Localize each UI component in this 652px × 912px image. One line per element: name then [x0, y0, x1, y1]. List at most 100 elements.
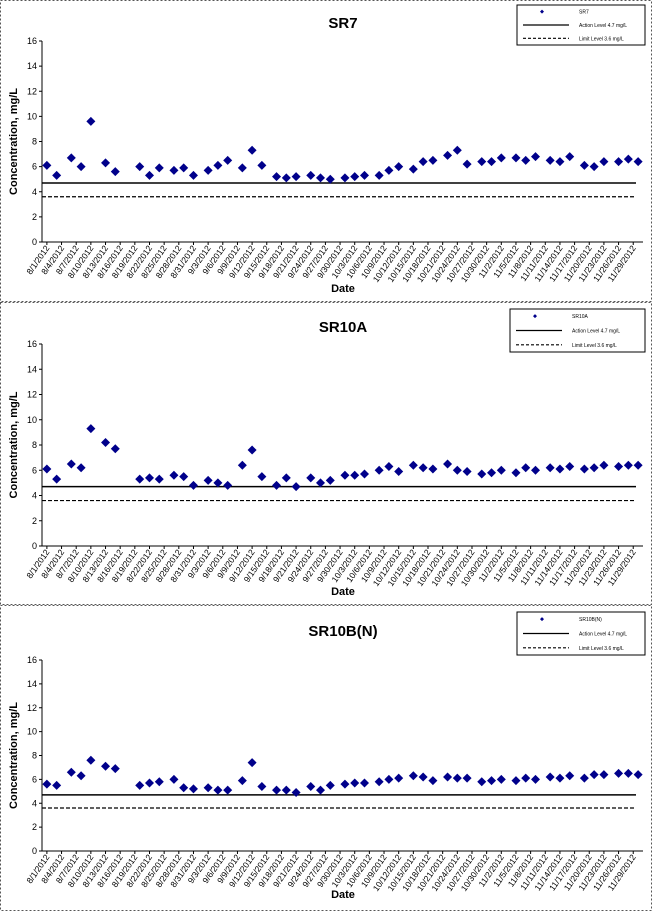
data-point	[135, 162, 145, 172]
y-tick-label: 12	[27, 86, 37, 96]
data-point	[101, 761, 111, 771]
data-point	[179, 163, 189, 173]
data-point	[66, 767, 76, 777]
legend-label: SR10B(N)	[579, 617, 602, 623]
data-point	[384, 165, 394, 175]
data-point	[52, 780, 62, 790]
data-point	[203, 165, 213, 175]
data-point	[614, 768, 624, 778]
data-point	[101, 158, 111, 168]
data-point	[340, 470, 350, 480]
data-point	[188, 784, 198, 794]
data-point	[487, 468, 497, 478]
y-tick-label: 10	[27, 415, 37, 425]
data-point	[257, 782, 267, 792]
data-point	[545, 772, 555, 782]
legend-label: SR7	[579, 10, 589, 16]
data-point	[350, 470, 360, 480]
data-point	[144, 170, 154, 180]
data-point	[443, 150, 453, 160]
y-tick-label: 8	[32, 440, 37, 450]
data-point	[477, 469, 487, 479]
panel-border	[0, 605, 652, 911]
y-tick-label: 10	[27, 111, 37, 121]
data-point	[531, 774, 541, 784]
y-tick-label: 4	[32, 187, 37, 197]
data-point	[633, 460, 643, 470]
y-tick-label: 4	[32, 491, 37, 501]
data-point	[257, 160, 267, 170]
data-point	[66, 459, 76, 469]
chart-title: SR10B(N)	[308, 623, 377, 640]
data-point	[374, 465, 384, 475]
data-point	[247, 758, 257, 768]
y-tick-label: 12	[27, 703, 37, 713]
y-tick-label: 10	[27, 727, 37, 737]
legend-label: Limit Level 3.6 mg/L	[572, 343, 617, 349]
x-axis-label: Date	[331, 889, 355, 901]
data-point	[154, 163, 164, 173]
data-point	[247, 145, 257, 155]
data-point	[154, 777, 164, 787]
y-tick-label: 4	[32, 798, 37, 808]
data-point	[521, 463, 531, 473]
data-point	[110, 764, 120, 774]
data-point	[247, 445, 257, 455]
data-point	[359, 469, 369, 479]
data-point	[555, 157, 565, 167]
data-point	[496, 153, 506, 163]
data-point	[599, 770, 609, 780]
data-point	[477, 157, 487, 167]
data-point	[633, 770, 643, 780]
data-point	[579, 773, 589, 783]
data-point	[52, 474, 62, 484]
data-point	[452, 145, 462, 155]
data-point	[443, 772, 453, 782]
data-point	[306, 473, 316, 483]
data-point	[179, 783, 189, 793]
data-point	[154, 474, 164, 484]
data-point	[306, 782, 316, 792]
data-point	[408, 460, 418, 470]
data-point	[545, 155, 555, 165]
data-point	[86, 755, 96, 765]
data-point	[623, 154, 633, 164]
data-point	[555, 464, 565, 474]
data-point	[462, 773, 472, 783]
data-point	[623, 460, 633, 470]
data-point	[325, 174, 335, 184]
data-point	[340, 779, 350, 789]
data-point	[394, 162, 404, 172]
data-point	[223, 155, 233, 165]
data-point	[272, 785, 282, 795]
data-point	[316, 478, 326, 488]
x-axis-label: Date	[331, 283, 355, 295]
data-point	[76, 463, 86, 473]
data-point	[257, 472, 267, 482]
data-point	[443, 459, 453, 469]
data-point	[76, 771, 86, 781]
data-point	[579, 464, 589, 474]
data-point	[281, 473, 291, 483]
data-point	[272, 172, 282, 182]
data-point	[316, 173, 326, 183]
data-point	[521, 155, 531, 165]
data-point	[623, 768, 633, 778]
data-point	[452, 465, 462, 475]
data-point	[188, 480, 198, 490]
data-point	[325, 780, 335, 790]
data-point	[223, 480, 233, 490]
y-axis-label: Concentration, mg/L	[8, 702, 20, 809]
y-tick-label: 0	[32, 846, 37, 856]
data-point	[589, 463, 599, 473]
data-point	[589, 770, 599, 780]
y-tick-label: 16	[27, 339, 37, 349]
y-tick-label: 14	[27, 364, 37, 374]
data-point	[614, 157, 624, 167]
y-tick-label: 8	[32, 137, 37, 147]
data-point	[291, 482, 301, 492]
data-point	[384, 774, 394, 784]
legend-label: Action Level 4.7 mg/L	[579, 632, 627, 638]
